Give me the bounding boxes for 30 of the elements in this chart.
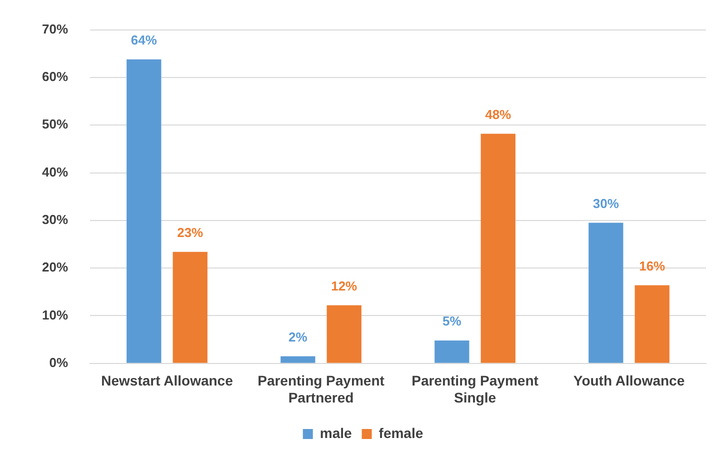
y-tick-label: 60% <box>42 69 68 84</box>
x-tick-label: Parenting Payment Single <box>412 372 539 406</box>
data-label: 16% <box>639 258 666 274</box>
legend-label: male <box>320 424 352 441</box>
y-tick-label: 50% <box>42 116 68 132</box>
x-tick-label: Youth Allowance <box>573 372 685 389</box>
data-label: 30% <box>592 196 620 211</box>
y-tick-label: 70% <box>42 21 68 36</box>
legend-label: female <box>378 424 424 441</box>
y-tick-label: 20% <box>42 260 68 275</box>
data-label: 2% <box>288 329 308 344</box>
data-label: 23% <box>177 224 204 240</box>
y-tick-label: 40% <box>42 164 68 180</box>
data-label: 5% <box>442 314 462 329</box>
data-label: 48% <box>485 106 512 122</box>
bar <box>480 134 516 363</box>
bar <box>434 340 470 363</box>
bar <box>126 59 162 363</box>
data-label: 12% <box>331 278 358 294</box>
data-label: 64% <box>130 32 158 48</box>
bar <box>634 285 670 363</box>
y-tick-label: 30% <box>42 212 68 228</box>
bar <box>172 252 208 363</box>
x-tick-label: Parenting Payment Partnered <box>258 372 385 406</box>
bar <box>588 222 624 363</box>
bar <box>280 356 316 363</box>
y-tick-label: 0% <box>49 354 68 370</box>
x-tick-label: Newstart Allowance <box>101 372 234 389</box>
y-tick-label: 10% <box>42 307 68 322</box>
bar <box>326 305 362 363</box>
